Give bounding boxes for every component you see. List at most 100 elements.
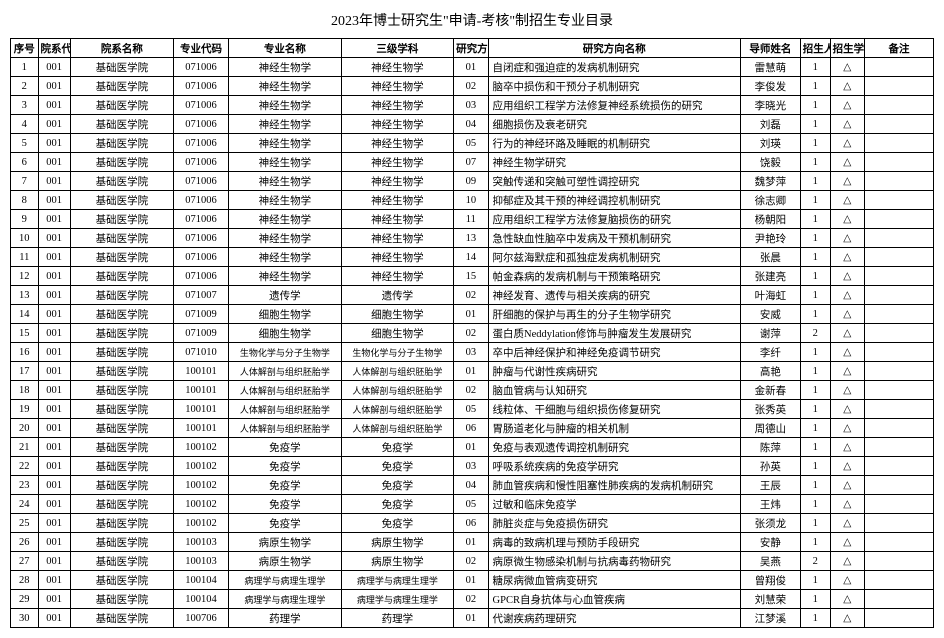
cell-dircode: 06 xyxy=(454,514,488,533)
cell-note xyxy=(865,324,934,343)
cell-adv: 杨朝阳 xyxy=(741,210,801,229)
header-seq: 序号 xyxy=(11,39,39,58)
cell-mcode: 071009 xyxy=(174,305,229,324)
cell-dircode: 02 xyxy=(454,552,488,571)
cell-type: △ xyxy=(830,362,864,381)
catalog-table: 序号 院系代码 院系名称 专业代码 专业名称 三级学科 研究方向代码 研究方向名… xyxy=(10,38,934,628)
table-row: 23001基础医学院100102免疫学免疫学04肺血管疾病和慢性阻塞性肺疾病的发… xyxy=(11,476,934,495)
table-row: 24001基础医学院100102免疫学免疫学05过敏和临床免疫学王炜1△ xyxy=(11,495,934,514)
cell-mcode: 100101 xyxy=(174,400,229,419)
cell-dircode: 01 xyxy=(454,609,488,628)
table-row: 22001基础医学院100102免疫学免疫学03呼吸系统疾病的免疫学研究孙英1△ xyxy=(11,457,934,476)
cell-dircode: 01 xyxy=(454,533,488,552)
cell-type: △ xyxy=(830,115,864,134)
cell-dname: 基础医学院 xyxy=(70,115,173,134)
cell-dirname: 应用组织工程学方法修复脑损伤的研究 xyxy=(488,210,741,229)
header-mname: 专业名称 xyxy=(229,39,342,58)
cell-note xyxy=(865,457,934,476)
cell-note xyxy=(865,77,934,96)
cell-mcode: 100103 xyxy=(174,533,229,552)
cell-adv: 李纤 xyxy=(741,343,801,362)
cell-num: 1 xyxy=(800,419,830,438)
table-row: 25001基础医学院100102免疫学免疫学06肺脏炎症与免疫损伤研究张须龙1△ xyxy=(11,514,934,533)
cell-dname: 基础医学院 xyxy=(70,96,173,115)
cell-num: 1 xyxy=(800,115,830,134)
cell-seq: 11 xyxy=(11,248,39,267)
cell-dircode: 02 xyxy=(454,286,488,305)
cell-dcode: 001 xyxy=(38,514,70,533)
cell-mcode: 100102 xyxy=(174,514,229,533)
cell-type: △ xyxy=(830,571,864,590)
cell-note xyxy=(865,514,934,533)
cell-adv: 张晨 xyxy=(741,248,801,267)
header-dname: 院系名称 xyxy=(70,39,173,58)
cell-dircode: 04 xyxy=(454,476,488,495)
cell-sub: 神经生物学 xyxy=(341,210,454,229)
cell-dname: 基础医学院 xyxy=(70,495,173,514)
cell-sub: 人体解剖与组织胚胎学 xyxy=(341,381,454,400)
cell-seq: 28 xyxy=(11,571,39,590)
table-row: 27001基础医学院100103病原生物学病原生物学02病原微生物感染机制与抗病… xyxy=(11,552,934,571)
cell-mcode: 100102 xyxy=(174,457,229,476)
cell-note xyxy=(865,381,934,400)
cell-note xyxy=(865,191,934,210)
cell-type: △ xyxy=(830,419,864,438)
cell-type: △ xyxy=(830,457,864,476)
cell-dirname: 蛋白质Neddylation修饰与肿瘤发生发展研究 xyxy=(488,324,741,343)
cell-sub: 神经生物学 xyxy=(341,229,454,248)
cell-mname: 免疫学 xyxy=(229,495,342,514)
table-row: 15001基础医学院071009细胞生物学细胞生物学02蛋白质Neddylati… xyxy=(11,324,934,343)
cell-dname: 基础医学院 xyxy=(70,229,173,248)
cell-adv: 安静 xyxy=(741,533,801,552)
cell-type: △ xyxy=(830,305,864,324)
cell-num: 2 xyxy=(800,552,830,571)
cell-dname: 基础医学院 xyxy=(70,343,173,362)
cell-dcode: 001 xyxy=(38,571,70,590)
cell-note xyxy=(865,96,934,115)
cell-dname: 基础医学院 xyxy=(70,172,173,191)
cell-note xyxy=(865,153,934,172)
header-dirname: 研究方向名称 xyxy=(488,39,741,58)
cell-adv: 李晓光 xyxy=(741,96,801,115)
cell-note xyxy=(865,267,934,286)
cell-dirname: 肿瘤与代谢性疾病研究 xyxy=(488,362,741,381)
cell-mname: 人体解剖与组织胚胎学 xyxy=(229,381,342,400)
header-type: 招生学位类型 xyxy=(830,39,864,58)
cell-adv: 周德山 xyxy=(741,419,801,438)
cell-adv: 叶海虹 xyxy=(741,286,801,305)
cell-dircode: 02 xyxy=(454,77,488,96)
cell-adv: 谢萍 xyxy=(741,324,801,343)
cell-mname: 生物化学与分子生物学 xyxy=(229,343,342,362)
cell-seq: 13 xyxy=(11,286,39,305)
header-adv: 导师姓名 xyxy=(741,39,801,58)
cell-dname: 基础医学院 xyxy=(70,210,173,229)
cell-mname: 遗传学 xyxy=(229,286,342,305)
cell-dcode: 001 xyxy=(38,191,70,210)
cell-sub: 细胞生物学 xyxy=(341,324,454,343)
cell-seq: 29 xyxy=(11,590,39,609)
cell-mname: 细胞生物学 xyxy=(229,324,342,343)
cell-dcode: 001 xyxy=(38,115,70,134)
cell-seq: 8 xyxy=(11,191,39,210)
cell-dcode: 001 xyxy=(38,438,70,457)
cell-dirname: 突触传递和突触可塑性调控研究 xyxy=(488,172,741,191)
cell-seq: 6 xyxy=(11,153,39,172)
cell-adv: 陈萍 xyxy=(741,438,801,457)
cell-adv: 徐志卿 xyxy=(741,191,801,210)
cell-dname: 基础医学院 xyxy=(70,58,173,77)
cell-adv: 张秀英 xyxy=(741,400,801,419)
cell-num: 1 xyxy=(800,267,830,286)
cell-dirname: 卒中后神经保护和神经免疫调节研究 xyxy=(488,343,741,362)
cell-dirname: 神经发育、遗传与相关疾病的研究 xyxy=(488,286,741,305)
cell-seq: 22 xyxy=(11,457,39,476)
cell-dirname: 肺血管疾病和慢性阻塞性肺疾病的发病机制研究 xyxy=(488,476,741,495)
cell-sub: 病理学与病理生理学 xyxy=(341,590,454,609)
table-row: 17001基础医学院100101人体解剖与组织胚胎学人体解剖与组织胚胎学01肿瘤… xyxy=(11,362,934,381)
cell-dirname: 胃肠道老化与肿瘤的相关机制 xyxy=(488,419,741,438)
cell-note xyxy=(865,533,934,552)
cell-mcode: 100102 xyxy=(174,476,229,495)
cell-seq: 27 xyxy=(11,552,39,571)
cell-dircode: 05 xyxy=(454,134,488,153)
cell-seq: 12 xyxy=(11,267,39,286)
header-num: 招生人数 xyxy=(800,39,830,58)
